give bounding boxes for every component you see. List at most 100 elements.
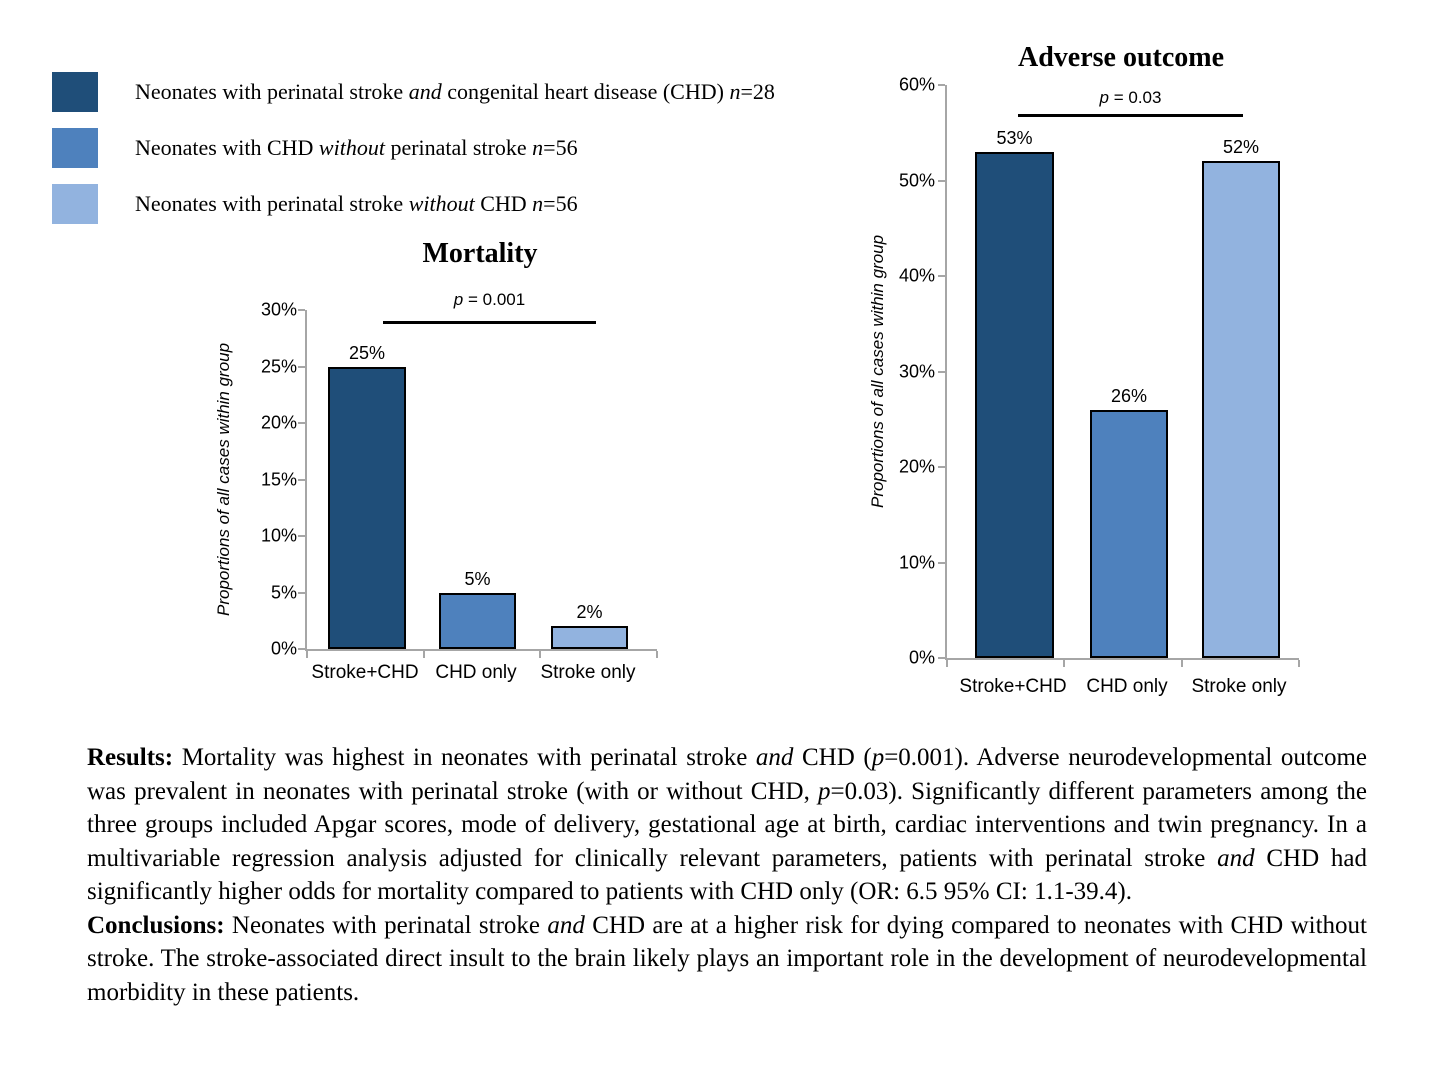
x-tick-mark [1063,660,1066,667]
y-tick-label: 50% [898,170,935,190]
chart-title: Adverse outcome [1017,42,1225,73]
y-tick-mark [938,179,945,182]
x-category-label: Stroke+CHD [311,662,419,683]
legend-item: Neonates with CHD without perinatal stro… [52,128,775,168]
text-segment: =56 [543,135,578,160]
legend-swatch-stroke-only [52,184,98,224]
x-axis-labels: Stroke+CHD CHD only Stroke only [945,676,1297,702]
y-tick-label: 15% [260,469,297,489]
significance-line [1018,114,1243,117]
bar-stroke-chd: 25% [328,343,406,649]
bar-stroke-chd: 53% [975,128,1054,658]
x-category-label: Stroke only [540,662,636,683]
x-tick-mark [539,651,542,658]
x-tick-mark [1180,660,1183,667]
x-tick-mark [1298,660,1300,667]
text-segment: p [453,290,464,309]
text-segment: p [871,744,885,771]
x-category-label: CHD only [435,662,517,683]
x-category-label: Stroke+CHD [959,676,1067,697]
y-tick-label: 20% [898,456,935,477]
y-tick-mark [298,535,305,537]
plot-area: 53% 26% 52% [938,84,1300,667]
text-segment: =0.03). Significantly different paramete… [87,777,1367,872]
text-segment: p [818,777,831,805]
y-tick-label: 40% [898,265,935,286]
text-segment: without [408,191,475,216]
bar-chd-only: 26% [1090,386,1168,658]
y-axis-ticks: 60% 50% 40% 30% 20% 10% 0% [870,75,935,668]
text-segment: =56 [543,191,578,216]
x-category-label: CHD only [1086,676,1168,697]
y-tick-label: 10% [260,525,297,546]
text-segment: n [532,191,544,216]
bar-value-label: 53% [996,127,1033,148]
y-axis-ticks: 30% 25% 20% 15% 10% 5% 0% [240,300,297,659]
bar-stroke-only: 52% [1202,137,1280,658]
conclusions-paragraph: Conclusions: Neonates with perinatal str… [87,909,1367,1010]
text-segment: CHD ( [793,744,872,771]
text-segment: =0.001). Adverse neurodevelopmental outc… [87,744,1367,805]
bar-chd-only: 5% [439,569,516,649]
legend-item: Neonates with perinatal stroke without C… [52,184,775,224]
significance-annotation: p = 0.001 [383,290,596,324]
text-segment: Neonates with perinatal stroke [135,191,409,216]
bar-value-label: 26% [1110,385,1148,406]
y-tick-label: 30% [898,361,935,381]
y-tick-mark [298,422,305,424]
y-tick-mark [938,275,945,277]
bar-value-label: 52% [1222,137,1260,158]
text-segment: p [1099,88,1109,107]
y-tick-label: 0% [908,647,935,668]
bar-value-label: 25% [348,342,386,363]
text-segment: congenital heart disease (CHD) [441,79,730,104]
text-segment: CHD had significantly higher odds for mo… [87,844,1367,906]
bar-value-label: 2% [576,602,603,623]
text-segment: =28 [740,79,775,104]
y-tick-label: 10% [898,552,935,572]
text-segment: Mortality was highest in neonates with p… [173,744,756,771]
plot-area: 25% 5% 2% [298,309,658,658]
y-tick-mark [298,365,305,368]
text-segment: = 0.03 [1109,88,1162,107]
text-segment: CHD [474,191,533,216]
text-segment: n [532,135,544,160]
y-tick-label: 0% [270,638,297,659]
text-segment: and [547,911,585,939]
text-segment: and [1217,844,1255,872]
y-tick-mark [298,591,305,594]
legend: Neonates with perinatal stroke and conge… [52,72,775,240]
legend-label: Neonates with CHD without perinatal stro… [135,135,578,161]
y-tick-mark [938,84,945,86]
mortality-chart: Mortality Proportions of all cases withi… [214,238,710,708]
text-segment: CHD are at a higher risk for dying compa… [87,911,1367,1006]
p-value-label: p = 0.03 [1018,88,1243,108]
legend-label: Neonates with perinatal stroke without C… [135,191,578,217]
bar-stroke-only: 2% [551,602,628,649]
text-segment: = 0.001 [463,290,526,309]
y-tick-label: 30% [260,299,297,320]
x-tick-mark [946,660,948,667]
y-tick-mark [938,466,945,468]
results-paragraph: Results: Mortality was highest in neonat… [87,741,1367,909]
p-value-label: p = 0.001 [383,290,596,310]
x-tick-mark [656,651,658,658]
text-segment: Neonates with perinatal stroke [135,79,409,104]
legend-item: Neonates with perinatal stroke and conge… [52,72,775,112]
y-tick-label: 20% [260,412,297,433]
legend-label: Neonates with perinatal stroke and conge… [135,79,775,105]
bar-value-label: 5% [464,568,491,589]
y-tick-mark [298,309,305,311]
x-axis-labels: Stroke+CHD CHD only Stroke only [305,662,655,688]
legend-swatch-stroke-and-chd [52,72,98,112]
y-tick-mark [938,561,945,564]
legend-swatch-chd-only [52,128,98,168]
x-category-label: Stroke only [1191,676,1287,697]
y-tick-mark [938,657,945,659]
abstract-text: Results: Mortality was highest in neonat… [87,741,1367,1009]
y-tick-label: 25% [260,356,297,376]
text-segment: Conclusions: [87,911,225,939]
y-tick-mark [938,370,945,373]
x-tick-mark [422,651,425,658]
text-segment: Neonates with CHD [135,135,319,160]
